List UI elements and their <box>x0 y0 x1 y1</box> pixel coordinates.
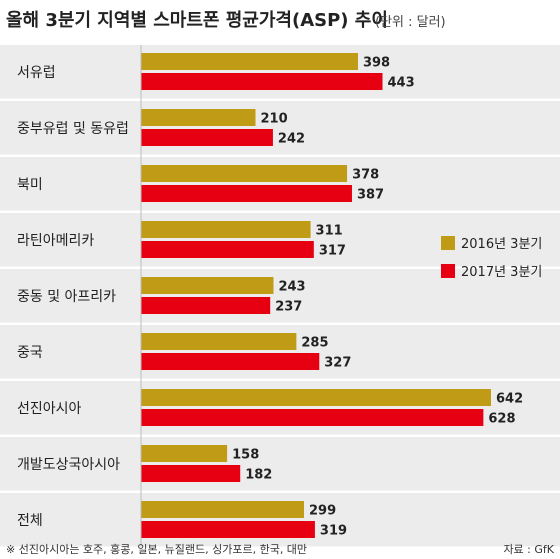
source-note: 자료 : GfK <box>503 543 554 556</box>
bar-2017 <box>141 353 320 370</box>
value-label-2017: 319 <box>320 524 347 539</box>
bar-2017 <box>141 465 241 482</box>
legend-swatch-2017 <box>441 264 455 278</box>
legend: 2016년 3분기 2017년 3분기 <box>441 236 542 280</box>
value-label-2016: 158 <box>232 448 259 463</box>
bar-2016 <box>141 221 311 238</box>
value-label-2017: 443 <box>388 76 415 91</box>
value-label-2016: 378 <box>352 168 379 183</box>
bar-2016 <box>141 333 297 350</box>
category-label: 라틴아메리카 <box>17 233 94 249</box>
value-label-2017: 182 <box>245 468 272 483</box>
bar-2016 <box>141 389 491 406</box>
value-label-2016: 299 <box>309 504 336 519</box>
category-label: 중국 <box>17 345 43 361</box>
bar-2016 <box>141 109 256 126</box>
value-label-2017: 327 <box>324 356 351 371</box>
value-label-2017: 237 <box>275 300 302 315</box>
value-label-2016: 243 <box>278 280 305 295</box>
value-label-2017: 317 <box>319 244 346 259</box>
bar-2016 <box>141 165 348 182</box>
value-label-2016: 311 <box>316 224 343 239</box>
category-label: 서유럽 <box>17 65 56 81</box>
bar-2017 <box>141 297 271 314</box>
category-label: 중동 및 아프리카 <box>17 289 116 305</box>
unit-note: (단위 : 달러) <box>375 15 446 30</box>
footnote: ※ 선진아시아는 호주, 홍콩, 일본, 뉴질랜드, 싱가포르, 한국, 대만 <box>6 542 307 556</box>
bar-2017 <box>141 409 484 426</box>
category-label: 중부유럽 및 동유럽 <box>17 121 129 137</box>
bar-2017 <box>141 521 315 538</box>
value-label-2017: 628 <box>488 412 515 427</box>
chart-title: 올해 3분기 지역별 스마트폰 평균가격(ASP) 추이 <box>6 10 388 31</box>
value-label-2017: 387 <box>357 188 384 203</box>
legend-label-2017: 2017년 3분기 <box>461 265 542 280</box>
bar-2017 <box>141 73 383 90</box>
legend-label-2016: 2016년 3분기 <box>461 237 542 252</box>
bar-2016 <box>141 277 274 294</box>
bar-2017 <box>141 241 314 258</box>
bar-2017 <box>141 185 352 202</box>
category-label: 개발도상국아시아 <box>17 457 120 473</box>
category-band <box>0 437 560 491</box>
value-label-2016: 642 <box>496 392 523 407</box>
value-label-2016: 398 <box>363 56 390 71</box>
legend-swatch-2016 <box>441 236 455 250</box>
category-label: 선진아시아 <box>17 401 82 417</box>
bar-2016 <box>141 445 228 462</box>
bar-2016 <box>141 53 358 70</box>
category-label: 전체 <box>17 513 43 529</box>
bars-layer: 398 443 210 242 378 387 311 317 243 237 285 327 642 6… <box>140 45 523 547</box>
value-label-2017: 242 <box>278 132 305 147</box>
bar-2017 <box>141 129 273 146</box>
category-band <box>0 101 560 155</box>
value-label-2016: 210 <box>260 112 287 127</box>
category-band <box>0 269 560 323</box>
value-label-2016: 285 <box>301 336 328 351</box>
bar-2016 <box>141 501 305 518</box>
category-label: 북미 <box>17 177 43 193</box>
